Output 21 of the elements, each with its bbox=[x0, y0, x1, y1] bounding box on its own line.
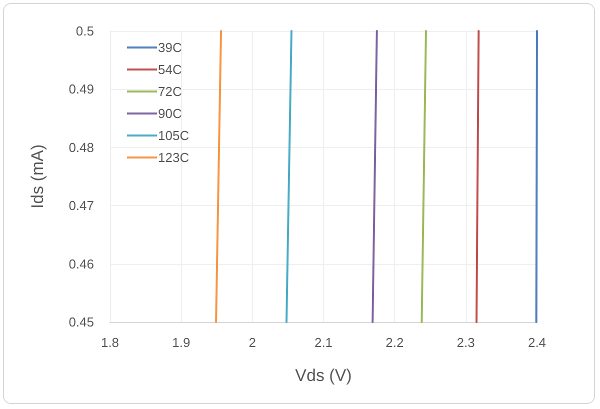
y-tick-label: 0.46 bbox=[68, 256, 94, 272]
legend-label: 123C bbox=[158, 150, 190, 165]
x-axis-title: Vds (V) bbox=[295, 366, 352, 385]
legend-label: 39C bbox=[158, 40, 182, 55]
x-tick-label: 1.9 bbox=[172, 335, 190, 350]
x-tick-label: 2.2 bbox=[386, 335, 404, 350]
x-tick-label: 2.1 bbox=[314, 335, 333, 350]
x-tick-label: 2.4 bbox=[528, 335, 546, 350]
legend-label: 72C bbox=[158, 84, 182, 99]
x-tick-label: 1.8 bbox=[100, 335, 120, 350]
y-tick-label: 0.45 bbox=[68, 314, 94, 330]
x-tick-label: 2.3 bbox=[456, 335, 475, 350]
legend-label: 105C bbox=[158, 128, 190, 143]
legend-label: 54C bbox=[158, 62, 182, 77]
y-tick-label: 0.48 bbox=[68, 140, 94, 155]
y-tick-label: 0.49 bbox=[68, 82, 94, 97]
legend-label: 90C bbox=[158, 106, 182, 121]
y-tick-label: 0.5 bbox=[76, 24, 94, 38]
y-tick-label: 0.47 bbox=[68, 198, 94, 214]
x-tick-label: 2 bbox=[248, 335, 256, 350]
y-axis-title: Ids (mA) bbox=[28, 144, 47, 209]
